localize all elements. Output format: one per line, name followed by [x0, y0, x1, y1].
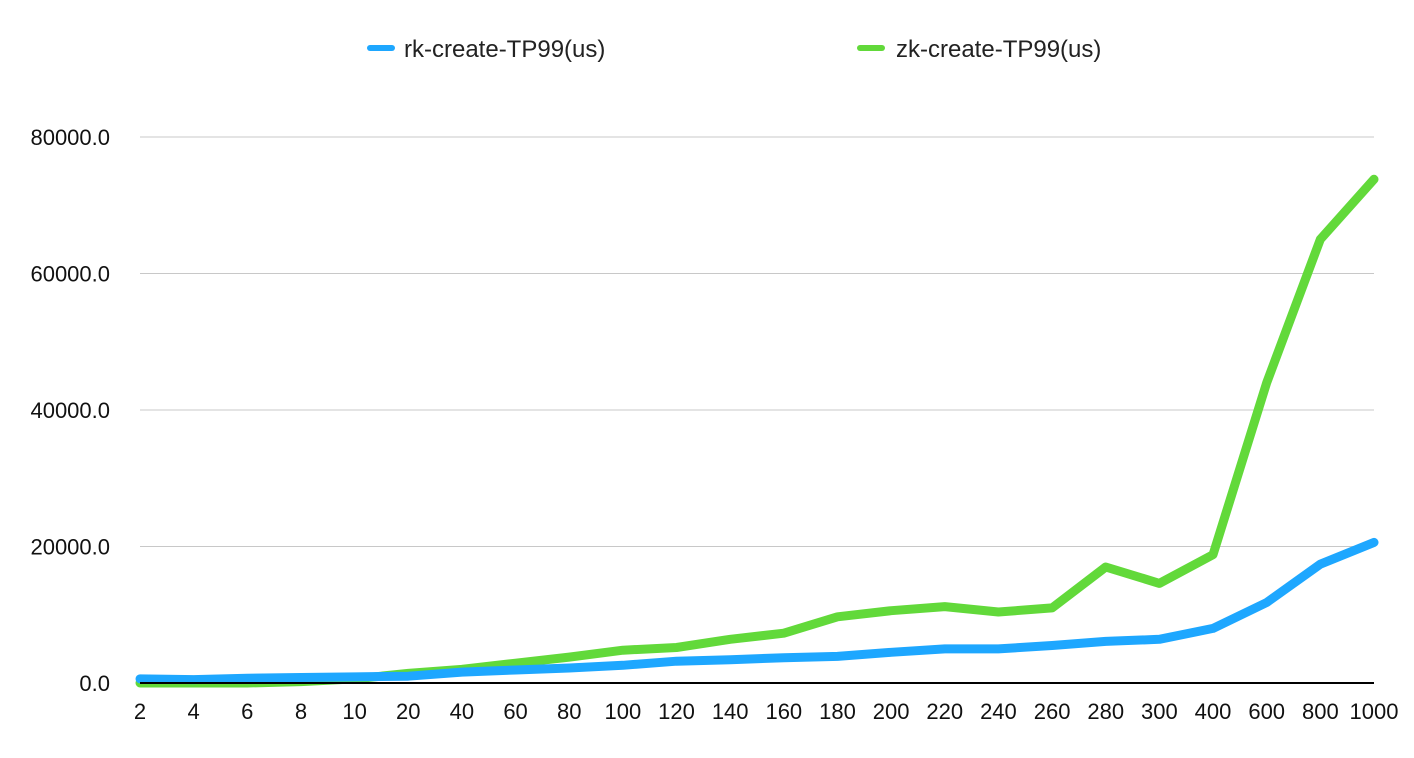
x-tick-label: 100 — [605, 699, 642, 724]
x-tick-label: 800 — [1302, 699, 1339, 724]
x-tick-label: 240 — [980, 699, 1017, 724]
x-tick-label: 600 — [1248, 699, 1285, 724]
legend: rk-create-TP99(us) zk-create-TP99(us) — [367, 36, 1101, 63]
y-tick-label: 40000.0 — [30, 398, 110, 423]
x-tick-label: 300 — [1141, 699, 1178, 724]
x-tick-label: 40 — [450, 699, 474, 724]
x-tick-label: 8 — [295, 699, 307, 724]
y-tick-label: 20000.0 — [30, 535, 110, 560]
y-tick-label: 60000.0 — [30, 262, 110, 287]
x-tick-label: 200 — [873, 699, 910, 724]
series-lines — [135, 174, 1379, 688]
x-tick-label: 180 — [819, 699, 856, 724]
x-tick-label: 2 — [134, 699, 146, 724]
series-line-rk — [135, 537, 1379, 685]
x-tick-label: 60 — [503, 699, 527, 724]
x-tick-label: 400 — [1195, 699, 1232, 724]
x-axis-tick-labels: 2 4 6 8 10 20 40 60 80 100 120 140 160 180 200 220 240 26… — [134, 699, 1399, 724]
series-line-zk — [135, 174, 1379, 688]
x-tick-label: 260 — [1034, 699, 1071, 724]
y-tick-label: 0.0 — [79, 671, 110, 696]
x-tick-label: 1000 — [1350, 699, 1399, 724]
x-tick-label: 140 — [712, 699, 749, 724]
x-tick-label: 160 — [765, 699, 802, 724]
x-tick-label: 4 — [188, 699, 200, 724]
legend-label: rk-create-TP99(us) — [404, 36, 605, 63]
x-tick-label: 20 — [396, 699, 420, 724]
x-tick-label: 6 — [241, 699, 253, 724]
x-tick-label: 280 — [1087, 699, 1124, 724]
x-tick-label: 120 — [658, 699, 695, 724]
y-axis-tick-labels: 0.0 20000.0 40000.0 60000.0 80000.0 — [30, 125, 110, 696]
y-tick-label: 80000.0 — [30, 125, 110, 150]
x-tick-label: 80 — [557, 699, 581, 724]
legend-label: zk-create-TP99(us) — [896, 36, 1101, 63]
gridlines — [140, 136, 1374, 547]
x-tick-label: 220 — [926, 699, 963, 724]
x-tick-label: 10 — [342, 699, 366, 724]
